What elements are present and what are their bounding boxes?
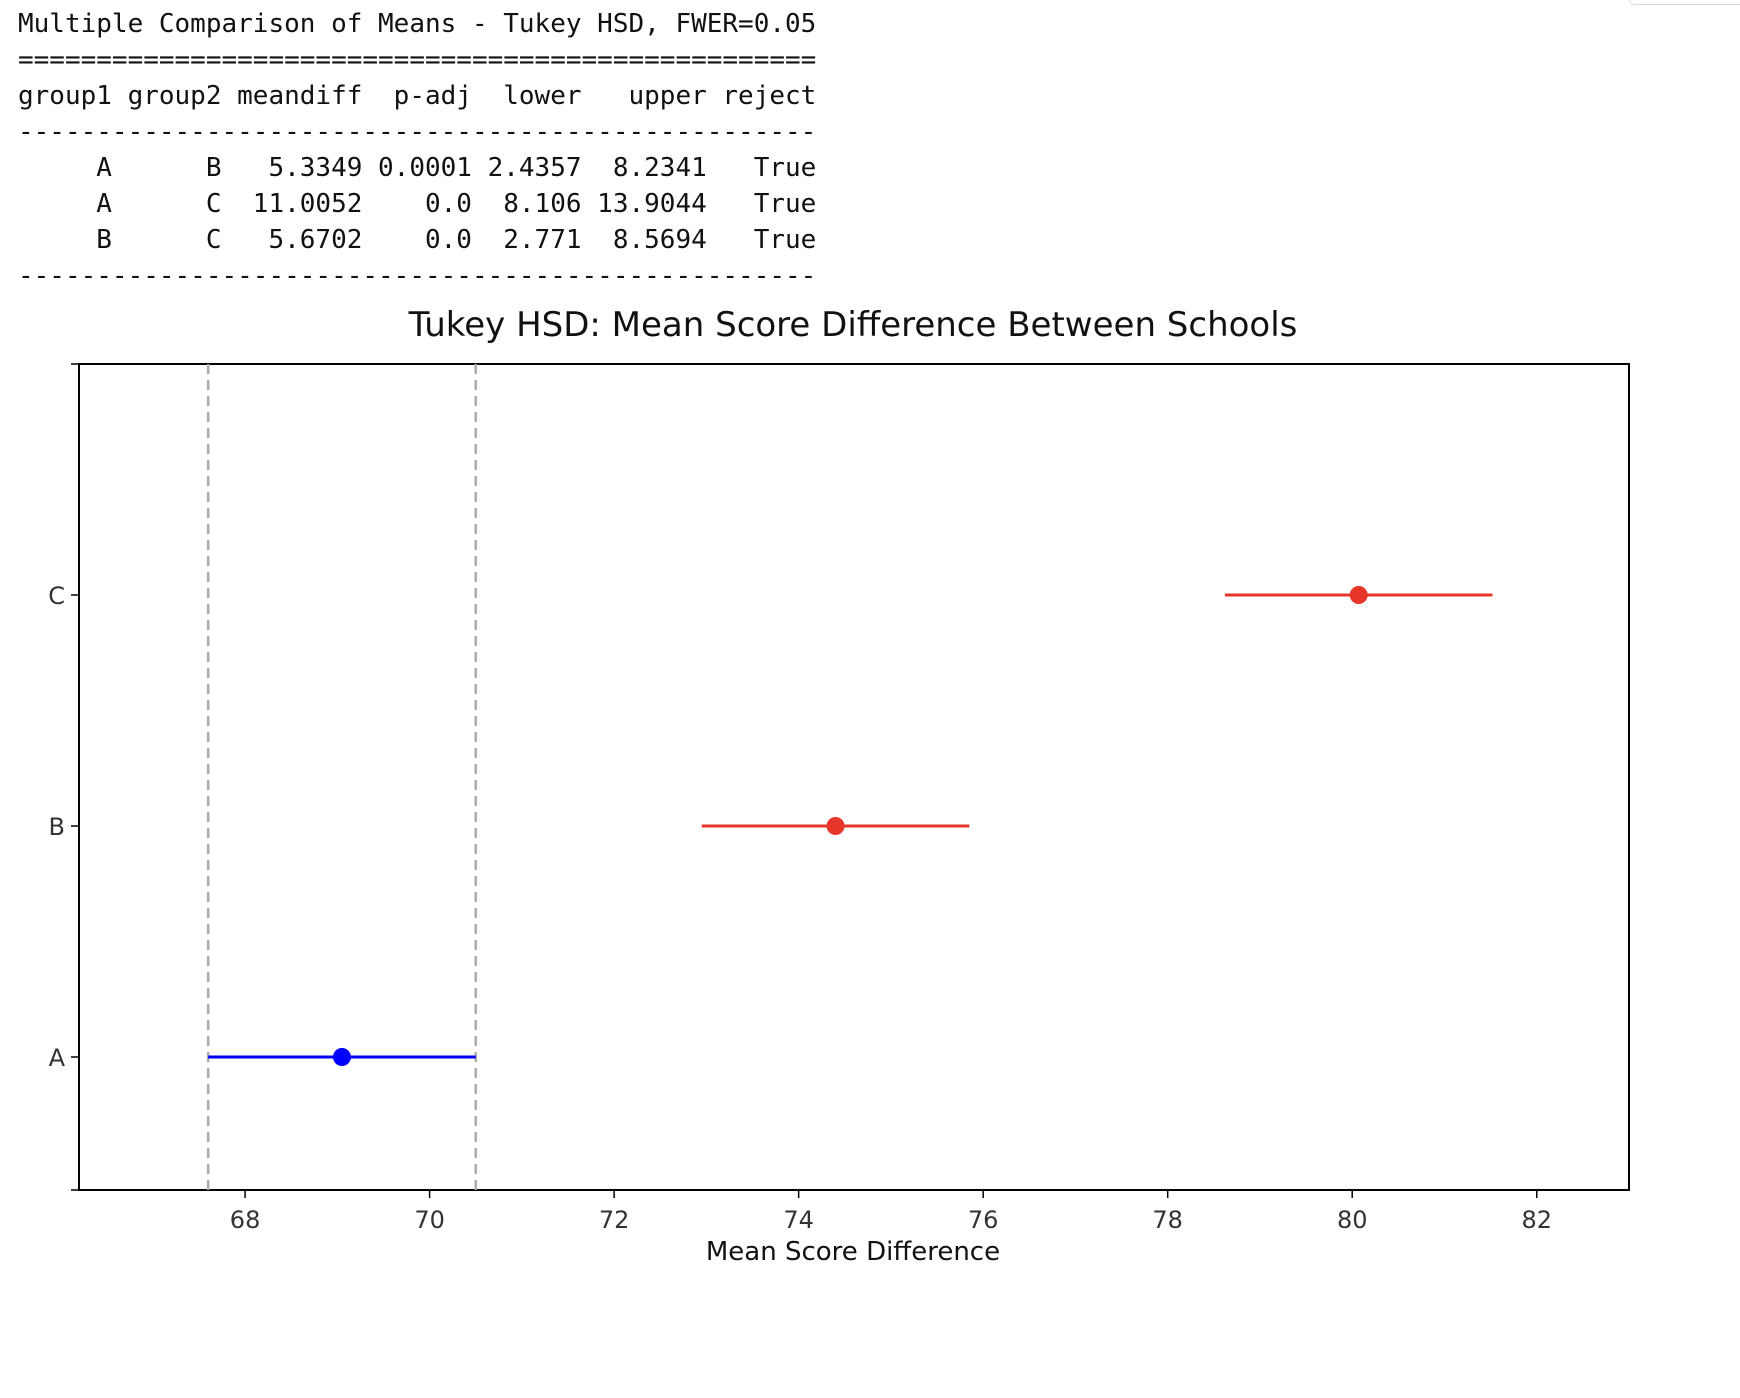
y-axis: A B C xyxy=(48,363,79,1191)
interval-marks xyxy=(208,586,1493,1066)
tukey-summary-table: Multiple Comparison of Means - Tukey HSD… xyxy=(18,6,816,294)
x-axis: 68 70 72 74 76 78 80 82 xyxy=(230,1190,1552,1234)
table-rule-double: ========================================… xyxy=(18,45,817,75)
y-tick-label: C xyxy=(48,582,65,610)
x-tick-label: 76 xyxy=(968,1206,999,1234)
chart-title: Tukey HSD: Mean Score Difference Between… xyxy=(408,305,1298,345)
x-tick-label: 80 xyxy=(1337,1206,1368,1234)
mean-point-A xyxy=(332,1048,351,1066)
table-header: group1 group2 meandiff p-adj lower upper… xyxy=(18,81,817,111)
table-title: Multiple Comparison of Means - Tukey HSD… xyxy=(18,9,817,39)
table-row: B C 5.6702 0.0 2.771 8.5694 True xyxy=(96,225,817,255)
x-tick-label: 68 xyxy=(230,1206,261,1234)
x-tick-label: 70 xyxy=(414,1206,445,1234)
x-tick-label: 82 xyxy=(1521,1206,1552,1234)
table-row: A B 5.3349 0.0001 2.4357 8.2341 True xyxy=(96,153,817,183)
x-tick-label: 74 xyxy=(783,1206,814,1234)
y-tick-label: A xyxy=(49,1044,66,1072)
cell-scroll-tab xyxy=(1629,0,1740,5)
reference-lines xyxy=(206,364,477,1190)
mean-point-B xyxy=(826,817,845,835)
x-axis-label: Mean Score Difference xyxy=(706,1237,1000,1267)
x-tick-label: 78 xyxy=(1152,1206,1183,1234)
plot-frame xyxy=(78,363,1630,1191)
x-tick-label: 72 xyxy=(599,1206,630,1234)
table-rule: ----------------------------------------… xyxy=(18,261,817,291)
mean-point-C xyxy=(1349,586,1368,604)
table-rule: ----------------------------------------… xyxy=(18,117,817,147)
table-row: A C 11.0052 0.0 8.106 13.9044 True xyxy=(96,189,817,219)
y-tick-label: B xyxy=(49,813,65,841)
tukey-chart: Tukey HSD: Mean Score Difference Between… xyxy=(48,305,1630,1267)
